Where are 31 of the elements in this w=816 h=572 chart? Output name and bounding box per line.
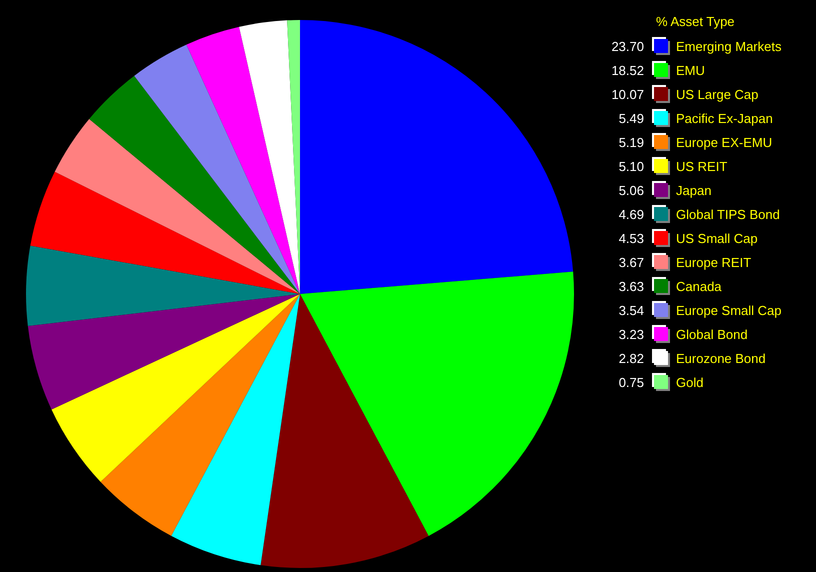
legend-label: US Small Cap: [676, 230, 758, 246]
data-label: 5.06: [618, 182, 644, 198]
legend-label: EMU: [676, 62, 705, 78]
data-label: 18.52: [610, 62, 644, 78]
data-label: 4.53: [618, 230, 644, 246]
data-label: 3.54: [618, 302, 644, 318]
data-label: 2.82: [618, 350, 644, 366]
data-label: 3.23: [618, 326, 644, 342]
legend-label: Gold: [676, 374, 704, 390]
data-label: 0.75: [618, 374, 644, 390]
legend-label: Europe Small Cap: [676, 302, 782, 318]
data-label: 4.69: [618, 206, 644, 222]
legend-label: Japan: [676, 182, 712, 198]
data-label: 3.63: [618, 278, 644, 294]
legend-label: Canada: [676, 278, 722, 294]
data-label: 5.49: [618, 110, 644, 126]
data-label: 5.19: [618, 134, 644, 150]
legend-label: Europe EX-EMU: [676, 134, 772, 150]
legend-label: Europe REIT: [676, 254, 752, 270]
legend-label: Eurozone Bond: [676, 350, 766, 366]
legend-label: Global TIPS Bond: [676, 206, 780, 222]
legend-label: Emerging Markets: [676, 38, 782, 54]
legend-label: US REIT: [676, 158, 728, 174]
data-label: 3.67: [618, 254, 644, 270]
data-label: 10.07: [610, 86, 644, 102]
legend-title: % Asset Type: [655, 13, 736, 31]
legend-label: Global Bond: [676, 326, 748, 342]
data-label: 5.10: [618, 158, 644, 174]
data-label: 23.70: [610, 38, 644, 54]
legend-label: Pacific Ex-Japan: [676, 110, 773, 126]
legend-label: US Large Cap: [676, 86, 758, 102]
